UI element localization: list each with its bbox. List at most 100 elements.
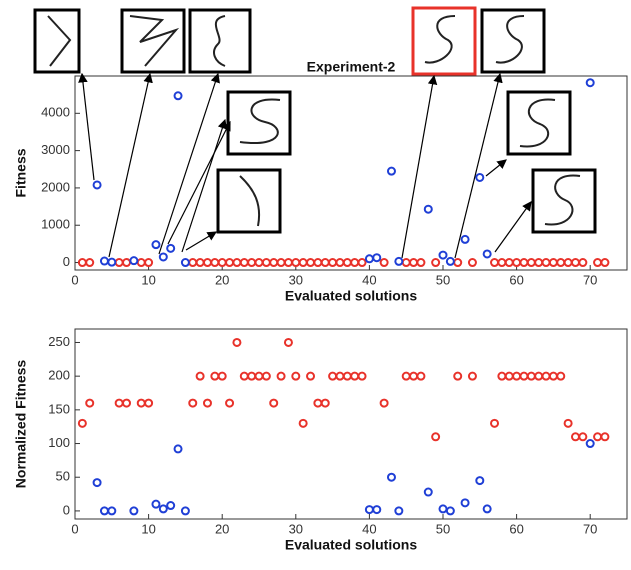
point: [269, 258, 279, 268]
arrow: [108, 72, 153, 258]
x-tick-label: 20: [215, 272, 229, 287]
point: [129, 506, 139, 516]
point: [372, 253, 382, 263]
point: [534, 258, 544, 268]
point: [261, 371, 271, 381]
point: [445, 256, 455, 266]
point: [320, 258, 330, 268]
point: [563, 258, 573, 268]
point: [122, 398, 132, 408]
point: [247, 258, 257, 268]
point: [490, 258, 500, 268]
point: [225, 258, 235, 268]
point: [379, 258, 389, 268]
point: [313, 258, 323, 268]
x-tick-label: 20: [215, 521, 229, 536]
thumbnail: [411, 6, 477, 76]
point: [600, 258, 610, 268]
point: [173, 444, 183, 454]
point: [467, 258, 477, 268]
point: [556, 258, 566, 268]
point: [578, 258, 588, 268]
point: [276, 371, 286, 381]
point: [394, 506, 404, 516]
point: [423, 487, 433, 497]
y-tick-label: 0: [63, 254, 70, 269]
point: [77, 418, 87, 428]
arrow: [181, 118, 227, 253]
point: [158, 252, 168, 262]
point: [151, 240, 161, 250]
y-tick-label: 0: [63, 502, 70, 517]
y-tick-label: 150: [48, 401, 70, 416]
y-tick-label: 50: [56, 469, 70, 484]
point: [107, 506, 117, 516]
point: [593, 432, 603, 442]
point: [460, 234, 470, 244]
point: [328, 371, 338, 381]
point: [401, 371, 411, 381]
point: [225, 398, 235, 408]
x-tick-label: 0: [71, 272, 78, 287]
arrow: [158, 72, 220, 255]
point: [423, 204, 433, 214]
point: [475, 476, 485, 486]
point: [357, 258, 367, 268]
point: [195, 371, 205, 381]
point: [364, 505, 374, 515]
point: [92, 478, 102, 488]
point: [232, 258, 242, 268]
x-tick-label: 10: [141, 272, 155, 287]
x-tick-label: 50: [436, 272, 450, 287]
x-tick-label: 0: [71, 521, 78, 536]
point: [431, 258, 441, 268]
point: [497, 371, 507, 381]
point: [158, 504, 168, 514]
point: [364, 254, 374, 264]
point: [453, 258, 463, 268]
point: [593, 258, 603, 268]
point: [217, 258, 227, 268]
arrow: [401, 74, 438, 259]
point: [291, 371, 301, 381]
arrow: [494, 201, 532, 253]
point: [409, 258, 419, 268]
shape: [424, 15, 456, 64]
point: [394, 256, 404, 266]
shape: [519, 98, 556, 148]
y-tick-label: 100: [48, 435, 70, 450]
point: [453, 371, 463, 381]
y-tick-label: 250: [48, 334, 70, 349]
point: [269, 398, 279, 408]
point: [357, 371, 367, 381]
y-tick-label: 1000: [41, 217, 70, 232]
y-axis-label: Normalized Fitness: [13, 360, 29, 489]
point: [600, 432, 610, 442]
point: [438, 250, 448, 260]
point: [276, 258, 286, 268]
point: [239, 371, 249, 381]
x-tick-label: 30: [289, 272, 303, 287]
point: [482, 249, 492, 259]
point: [298, 418, 308, 428]
point: [306, 371, 316, 381]
point: [306, 258, 316, 268]
shape: [495, 15, 525, 64]
point: [261, 258, 271, 268]
shape: [213, 15, 226, 67]
point: [283, 258, 293, 268]
point: [283, 337, 293, 347]
arrow: [167, 120, 231, 245]
point: [129, 256, 139, 266]
plots: 0 10 20 30 40 50 60 7001000200030004000Experime…: [13, 59, 628, 553]
point: [541, 371, 551, 381]
x-tick-label: 10: [141, 521, 155, 536]
y-tick-label: 200: [48, 368, 70, 383]
point: [136, 398, 146, 408]
thumbnail: [33, 8, 81, 74]
point: [114, 398, 124, 408]
x-tick-label: 50: [436, 521, 450, 536]
point: [173, 91, 183, 101]
point: [350, 371, 360, 381]
